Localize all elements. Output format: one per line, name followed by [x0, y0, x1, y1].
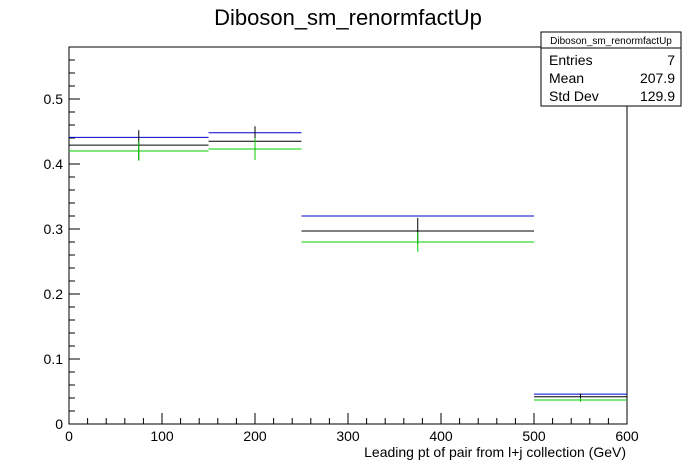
stats-entries-value: 7: [667, 52, 675, 68]
stats-stddev-value: 129.9: [640, 88, 675, 104]
stats-entries-label: Entries: [549, 52, 593, 68]
chart-title: Diboson_sm_renormfactUp: [214, 5, 482, 30]
stats-box-frame: [540, 31, 682, 107]
x-tick-label: 100: [150, 428, 174, 444]
x-axis-label: Leading pt of pair from l+j collection (…: [364, 444, 626, 460]
stats-mean-label: Mean: [549, 70, 584, 86]
x-tick-label: 400: [429, 428, 453, 444]
x-tick-label: 0: [65, 428, 73, 444]
y-axis-ticks: 0 0.1 0.2 0.3 0.4 0.5: [44, 46, 80, 432]
x-tick-label: 200: [243, 428, 267, 444]
stats-mean-value: 207.9: [640, 70, 675, 86]
y-tick-label: 0.2: [44, 286, 64, 302]
x-axis-ticks: 0 100 200 300 400 500 600: [65, 413, 639, 444]
y-tick-label: 0.3: [44, 221, 64, 237]
x-tick-label: 500: [522, 428, 546, 444]
y-tick-label: 0.1: [44, 351, 64, 367]
y-tick-label: 0.5: [44, 91, 64, 107]
y-tick-label: 0: [55, 416, 63, 432]
stats-box-title: Diboson_sm_renormfactUp: [550, 36, 672, 47]
histogram-series: [69, 126, 627, 402]
y-tick-label: 0.4: [44, 156, 64, 172]
x-tick-label: 300: [336, 428, 360, 444]
stats-stddev-label: Std Dev: [549, 88, 599, 104]
stats-box: Diboson_sm_renormfactUp Entries 7 Mean 2…: [540, 31, 682, 107]
x-tick-label: 600: [615, 428, 639, 444]
